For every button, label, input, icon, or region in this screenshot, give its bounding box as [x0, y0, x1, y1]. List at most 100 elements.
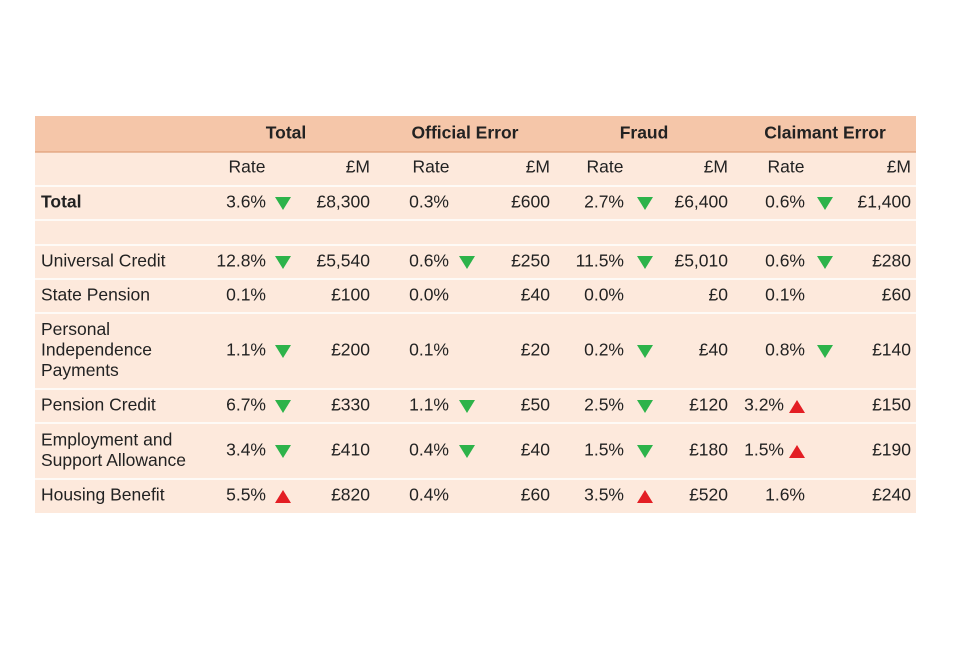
rate: 0.8%: [765, 340, 805, 360]
arrow-down: [817, 197, 833, 210]
row-label: Housing Benefit: [41, 485, 165, 505]
amount: £50: [521, 395, 550, 415]
rate: 1.6%: [765, 485, 805, 505]
header-band: [35, 116, 916, 152]
amount: £20: [521, 340, 550, 360]
rate: 12.8%: [216, 251, 266, 271]
row-label: Independence: [41, 340, 152, 360]
arrow-down: [817, 256, 833, 269]
amount: £120: [689, 395, 728, 415]
rate: 0.6%: [409, 251, 449, 271]
rate: 3.2%: [744, 395, 784, 415]
rate: 3.5%: [584, 485, 624, 505]
rate: 3.4%: [226, 440, 266, 460]
arrow-down: [459, 445, 475, 458]
amount: £140: [872, 340, 911, 360]
rate: 1.5%: [584, 440, 624, 460]
amount: £330: [331, 395, 370, 415]
arrow-down: [637, 256, 653, 269]
arrow-down: [275, 256, 291, 269]
rate: 0.6%: [765, 251, 805, 271]
subheader: Rate: [768, 157, 805, 177]
rate: 0.4%: [409, 440, 449, 460]
amount: £40: [521, 285, 550, 305]
amount: £600: [511, 192, 550, 212]
row-label: Support Allowance: [41, 450, 186, 470]
subheader: Rate: [413, 157, 450, 177]
body-band: [35, 152, 916, 513]
amount: £250: [511, 251, 550, 271]
amount: £5,540: [316, 251, 370, 271]
amount: £5,010: [674, 251, 728, 271]
rate: 1.5%: [744, 440, 784, 460]
amount: £200: [331, 340, 370, 360]
arrow-down: [459, 400, 475, 413]
amount: £40: [699, 340, 728, 360]
group-header: Fraud: [620, 123, 669, 143]
arrow-up: [789, 400, 805, 413]
row-label: State Pension: [41, 285, 150, 305]
group-header: Total: [266, 123, 307, 143]
rate: 2.5%: [584, 395, 624, 415]
subheader: £M: [887, 157, 911, 177]
row-label: Employment and: [41, 429, 172, 449]
rate: 1.1%: [409, 395, 449, 415]
arrow-down: [637, 400, 653, 413]
row-label: Payments: [41, 360, 119, 380]
subheader: Rate: [587, 157, 624, 177]
arrow-down: [637, 345, 653, 358]
arrow-down: [275, 445, 291, 458]
group-header: Official Error: [412, 123, 519, 143]
rate: 0.2%: [584, 340, 624, 360]
rate: 1.1%: [226, 340, 266, 360]
amount: £1,400: [857, 192, 911, 212]
rate: 0.1%: [226, 285, 266, 305]
rate: 0.0%: [409, 285, 449, 305]
arrow-up: [275, 490, 291, 503]
amount: £520: [689, 485, 728, 505]
arrow-down: [459, 256, 475, 269]
rate: 6.7%: [226, 395, 266, 415]
arrow-down: [275, 400, 291, 413]
row-label: Pension Credit: [41, 395, 156, 415]
rate: 0.4%: [409, 485, 449, 505]
subheader: £M: [704, 157, 728, 177]
arrow-up: [789, 445, 805, 458]
amount: £0: [709, 285, 729, 305]
rate: 0.1%: [765, 285, 805, 305]
rate: 0.1%: [409, 340, 449, 360]
amount: £60: [521, 485, 550, 505]
amount: £240: [872, 485, 911, 505]
rate: 0.6%: [765, 192, 805, 212]
amount: £150: [872, 395, 911, 415]
rate: 5.5%: [226, 485, 266, 505]
row-label: Total: [41, 192, 82, 212]
amount: £180: [689, 440, 728, 460]
amount: £410: [331, 440, 370, 460]
rate: 11.5%: [576, 251, 624, 271]
arrow-up: [637, 490, 653, 503]
rate: 0.0%: [584, 285, 624, 305]
arrow-down: [637, 197, 653, 210]
amount: £820: [331, 485, 370, 505]
arrow-down: [275, 345, 291, 358]
arrow-down: [817, 345, 833, 358]
amount: £6,400: [674, 192, 728, 212]
group-header: Claimant Error: [764, 123, 886, 143]
subheader: £M: [526, 157, 550, 177]
amount: £100: [331, 285, 370, 305]
subheader: Rate: [229, 157, 266, 177]
arrow-down: [637, 445, 653, 458]
row-label: Personal: [41, 319, 110, 339]
amount: £280: [872, 251, 911, 271]
row-label: Universal Credit: [41, 251, 166, 271]
rate: 2.7%: [584, 192, 624, 212]
amount: £190: [872, 440, 911, 460]
arrow-down: [275, 197, 291, 210]
amount: £8,300: [316, 192, 370, 212]
rate: 3.6%: [226, 192, 266, 212]
amount: £60: [882, 285, 911, 305]
rate: 0.3%: [409, 192, 449, 212]
